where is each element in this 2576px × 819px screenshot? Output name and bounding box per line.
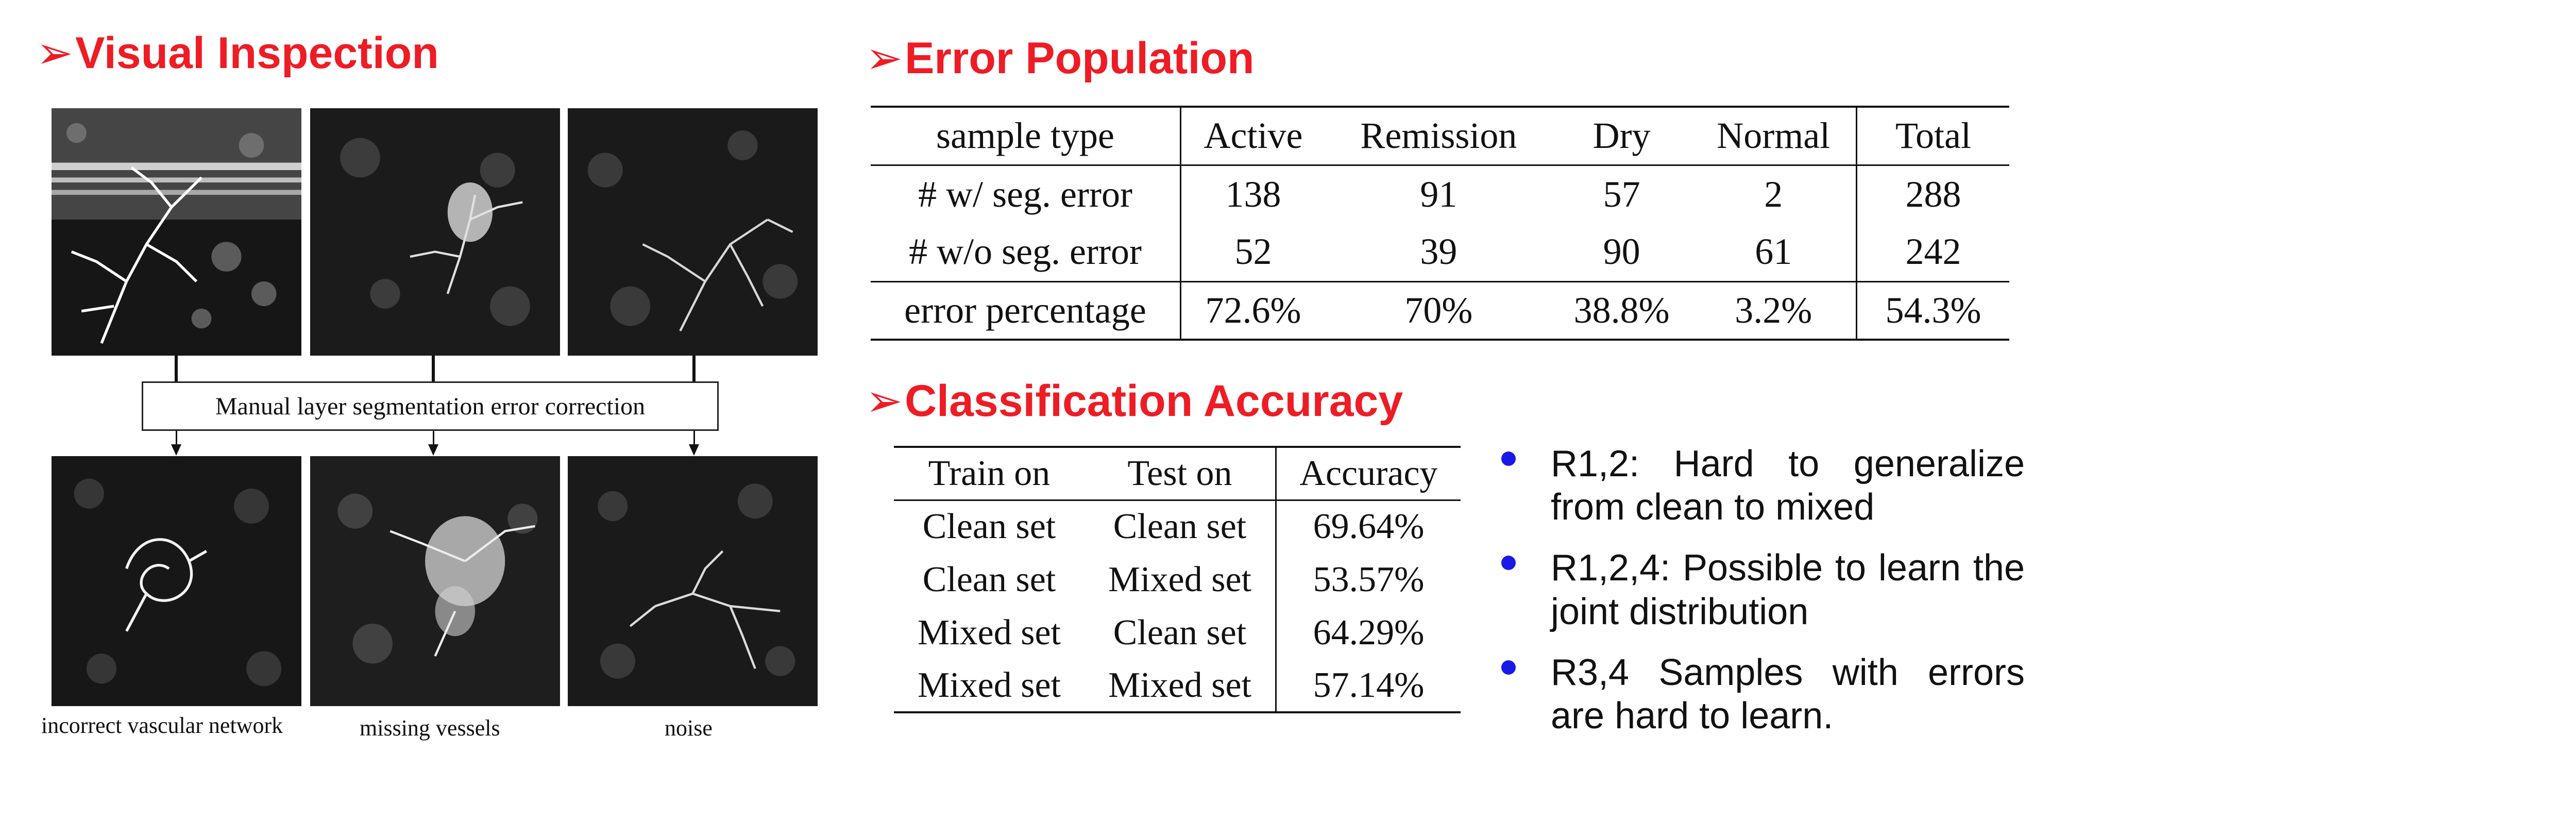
table-row: Clean set Mixed set 53.57% [894,553,1461,606]
table-cell: 91 [1420,173,1458,215]
oct-image-bottom-2 [310,456,560,706]
column-header: Dry [1592,115,1651,157]
column-header: Test on [1127,453,1232,493]
connector-line [176,431,177,446]
error-population-heading: ➢Error Population [866,32,1255,84]
table-cell: 39 [1420,231,1458,273]
column-header: sample type [871,107,1181,165]
table-row: error percentage 72.6% 70% 38.8% 3.2% 54… [871,281,2009,340]
error-population-table: sample type Active Remission Dry Normal … [871,106,2009,341]
table-cell: # w/o seg. error [871,223,1181,281]
oct-image-bottom-1 [52,456,301,706]
column-header: Normal [1717,115,1831,157]
column-header: Train on [928,453,1050,493]
oct-image-bottom-3 [568,456,818,706]
table-row: Mixed set Clean set 64.29% [894,606,1461,659]
connector-line [692,356,696,382]
down-arrow-icon [689,444,699,456]
table-header-row: Train on Test on Accuracy [894,447,1461,500]
table-row: Clean set Clean set 69.64% [894,500,1461,553]
caption-noise: noise [665,715,713,741]
table-cell: Mixed set [1108,665,1252,705]
list-item: R1,2,4: Possible to learn the joint dist… [1494,546,2025,633]
table-cell: Mixed set [917,612,1061,653]
connector-line [433,431,434,446]
column-header: Active [1204,115,1303,157]
table-cell: 53.57% [1275,553,1461,606]
table-cell: 38.8% [1573,289,1670,331]
column-header: Total [1856,107,2009,165]
table-cell: 2 [1764,173,1783,215]
connector-line [693,431,695,446]
table-row: Mixed set Mixed set 57.14% [894,659,1461,712]
table-cell: 54.3% [1856,281,2009,340]
down-arrow-icon [171,444,181,456]
table-cell: 3.2% [1735,289,1812,331]
table-row: # w/ seg. error 138 91 57 2 288 [871,165,2009,223]
table-row: # w/o seg. error 52 39 90 61 242 [871,223,2009,281]
list-item: R1,2: Hard to generalize from clean to m… [1494,442,2025,529]
table-cell: 288 [1856,165,2009,223]
table-cell: 90 [1603,231,1640,273]
table-cell: 57.14% [1275,659,1461,712]
table-cell: 61 [1755,231,1792,273]
arrow-bullet-icon: ➢ [866,32,903,84]
list-item: R3,4 Samples with errors are hard to lea… [1494,651,2025,738]
bullet-dot-icon [1501,660,1516,675]
bullet-dot-icon [1501,556,1516,571]
table-cell: # w/ seg. error [871,165,1181,223]
connector-line [175,356,178,382]
table-cell: Clean set [922,559,1056,599]
table-cell: 64.29% [1275,606,1461,659]
table-cell: Mixed set [917,665,1061,705]
oct-image-top-1 [52,108,301,356]
arrow-bullet-icon: ➢ [866,375,903,427]
classification-accuracy-table: Train on Test on Accuracy Clean set Clea… [894,446,1461,713]
table-cell: 52 [1234,231,1272,273]
table-cell: 138 [1225,173,1281,215]
connector-line [432,356,435,382]
findings-list: R1,2: Hard to generalize from clean to m… [1494,442,2025,755]
table-cell: Clean set [1113,507,1247,547]
oct-image-top-3 [568,108,818,356]
table-header-row: sample type Active Remission Dry Normal … [871,107,2009,165]
table-cell: 242 [1856,223,2009,281]
table-cell: 57 [1603,173,1640,215]
table-cell: error percentage [871,281,1181,340]
table-cell: 72.6% [1205,289,1301,331]
column-header: Accuracy [1275,447,1461,500]
caption-incorrect-vascular-network: incorrect vascular network [41,713,283,738]
column-header: Remission [1360,115,1517,157]
classification-accuracy-heading: ➢Classification Accuracy [866,375,1403,427]
table-cell: 69.64% [1275,500,1461,553]
bullet-dot-icon [1501,452,1516,466]
caption-missing-vessels: missing vessels [360,715,500,741]
arrow-bullet-icon: ➢ [36,27,74,79]
table-cell: 70% [1404,289,1473,331]
table-cell: Clean set [922,507,1056,547]
visual-inspection-heading: ➢Visual Inspection [36,27,439,79]
oct-image-top-2 [310,108,560,356]
table-cell: Mixed set [1108,559,1252,599]
correction-process-box: Manual layer segmentation error correcti… [142,381,719,431]
down-arrow-icon [428,444,438,456]
table-cell: Clean set [1113,612,1247,653]
